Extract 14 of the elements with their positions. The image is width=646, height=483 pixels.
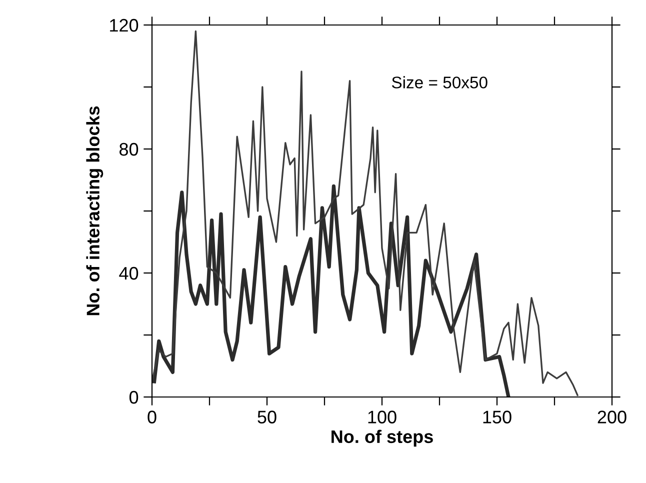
y-axis-title: No. of interacting blocks (86, 106, 104, 316)
x-tick-label: 200 (598, 410, 626, 424)
x-tick-label: 50 (258, 410, 276, 424)
x-tick-label: 100 (368, 410, 396, 424)
y-tick-label: 40 (119, 266, 138, 280)
line-series (152, 184, 510, 397)
x-tick-label: 150 (483, 410, 512, 424)
x-axis-title: No. of steps (332, 430, 433, 447)
y-tick-label: 80 (120, 142, 138, 156)
line-series (152, 30, 578, 396)
annotation: Size = 50x50 (392, 76, 488, 88)
x-tick-label: 0 (148, 410, 156, 424)
y-tick-label: 0 (129, 390, 138, 404)
y-tick-label: 120 (110, 18, 138, 32)
